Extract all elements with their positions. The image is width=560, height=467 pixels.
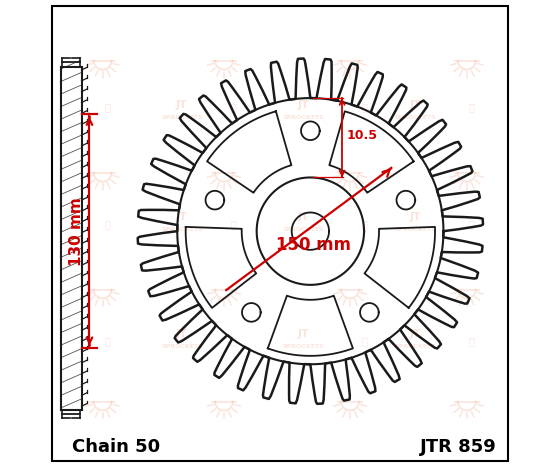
Text: 元: 元: [104, 219, 110, 229]
Text: 元: 元: [104, 102, 110, 113]
Text: JT: JT: [409, 212, 421, 222]
Text: JTR 859: JTR 859: [421, 439, 497, 456]
Text: JT: JT: [176, 100, 188, 110]
Text: 元: 元: [361, 102, 367, 113]
Text: SPROCKETS: SPROCKETS: [161, 344, 203, 349]
Text: 元: 元: [104, 336, 110, 346]
Text: JT: JT: [297, 329, 309, 339]
Text: SPROCKETS: SPROCKETS: [395, 115, 436, 120]
Text: SPROCKETS: SPROCKETS: [282, 344, 324, 349]
Text: SPROCKETS: SPROCKETS: [395, 344, 436, 349]
Text: JT: JT: [176, 212, 188, 222]
Text: 10.5: 10.5: [346, 129, 377, 142]
Text: 元: 元: [361, 336, 367, 346]
Text: 元: 元: [469, 102, 474, 113]
Text: JT: JT: [409, 329, 421, 339]
Text: 150 mm: 150 mm: [276, 236, 351, 255]
Text: SPROCKETS: SPROCKETS: [161, 115, 203, 120]
Text: 元: 元: [361, 219, 367, 229]
Text: 元: 元: [230, 219, 236, 229]
Text: 元: 元: [469, 336, 474, 346]
Text: JT: JT: [409, 100, 421, 110]
Text: SPROCKETS: SPROCKETS: [395, 227, 436, 232]
Text: JT: JT: [297, 100, 309, 110]
Text: SPROCKETS: SPROCKETS: [282, 227, 324, 232]
Text: JT: JT: [297, 212, 309, 222]
Text: Chain 50: Chain 50: [72, 439, 160, 456]
Text: JT: JT: [176, 329, 188, 339]
Text: 元: 元: [230, 102, 236, 113]
Text: 130 mm: 130 mm: [69, 197, 84, 266]
Text: SPROCKETS: SPROCKETS: [282, 115, 324, 120]
Text: SPROCKETS: SPROCKETS: [161, 227, 203, 232]
Text: 元: 元: [230, 336, 236, 346]
Text: 元: 元: [469, 219, 474, 229]
